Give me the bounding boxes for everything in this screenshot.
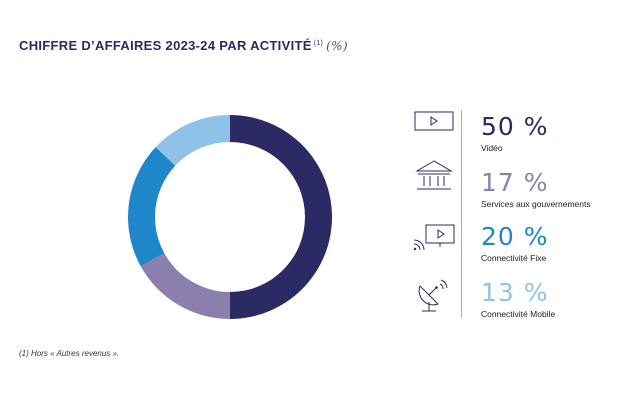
government-building-icon (415, 160, 453, 190)
chart-title-text: CHIFFRE D’AFFAIRES 2023-24 PAR ACTIVITÉ (19, 38, 312, 53)
donut-chart (128, 115, 332, 319)
donut-slice-mobile (155, 115, 230, 166)
legend-divider (461, 110, 462, 318)
legend-label-mobile: Connectivité Mobile (481, 309, 556, 319)
footnote: (1) Hors « Autres revenus ». (19, 349, 120, 358)
video-player-icon (414, 111, 454, 131)
donut-slice-fixe (128, 147, 176, 267)
chart-unit: (%) (326, 39, 348, 53)
chart-title: CHIFFRE D’AFFAIRES 2023-24 PAR ACTIVITÉ(… (19, 38, 348, 53)
legend-value-video: 50 % (481, 112, 549, 141)
legend-value-fixe: 20 % (481, 222, 549, 251)
donut-slice-gov (140, 253, 230, 319)
legend-label-gov: Services aux gouvernements (481, 199, 591, 209)
legend-value-mobile: 13 % (481, 278, 549, 307)
donut-slice-video (230, 115, 332, 319)
legend-value-gov: 17 % (481, 168, 549, 197)
footnote-marker: (1) (313, 40, 324, 47)
satellite-dish-icon (418, 279, 448, 312)
fixed-connectivity-screen-icon (413, 224, 455, 251)
legend-label-video: Vidéo (481, 143, 503, 153)
legend-label-fixe: Connectivité Fixe (481, 253, 547, 263)
